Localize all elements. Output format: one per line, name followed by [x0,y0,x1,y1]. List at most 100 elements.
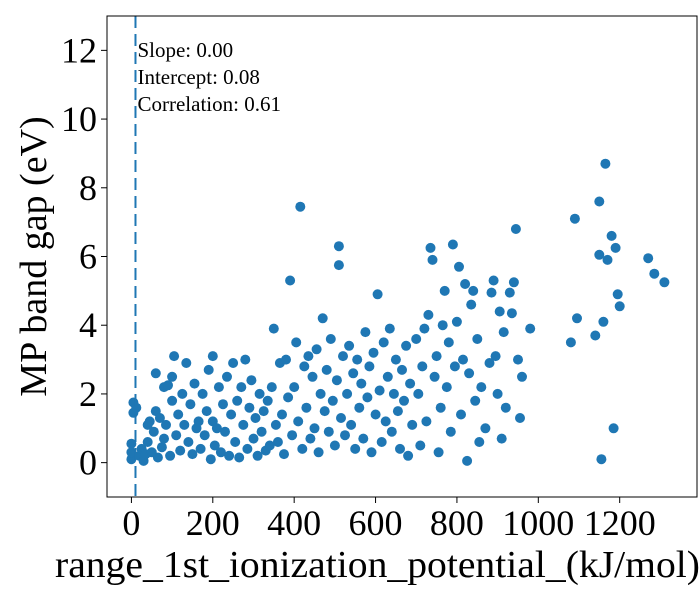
x-axis: 0 200 400 600 800 1000 1200 [122,497,656,543]
data-point [238,419,249,430]
y-tick-label: 12 [61,30,97,70]
data-point [612,289,623,300]
data-point [346,419,357,430]
data-point [177,388,188,399]
data-point [348,368,359,379]
data-point [606,230,617,241]
data-point [447,239,458,250]
data-point [431,351,442,362]
data-point [454,261,464,272]
data-point [173,409,184,420]
data-point [171,430,182,441]
x-axis-label: range_1st_ionization_potential_(kJ/mol) [55,544,700,586]
data-point [333,241,344,252]
data-point [354,402,365,413]
data-point [445,426,456,437]
data-point [435,402,446,413]
data-point [313,447,324,458]
data-point [254,388,265,399]
data-point [195,443,206,454]
data-point [508,277,519,288]
data-point [295,201,306,212]
data-point [264,440,275,451]
data-point [525,323,536,334]
data-point [242,443,253,454]
data-point [372,289,383,300]
data-point [224,450,235,461]
data-point [492,388,503,399]
data-point [197,388,208,399]
data-point [370,409,381,420]
data-point [256,426,267,437]
y-tick-label: 4 [79,305,97,345]
annotation-intercept: Intercept: 0.08 [137,65,259,89]
data-point [386,426,397,437]
data-point [340,430,350,441]
annotation-slope: Slope: 0.00 [137,38,233,62]
data-point [297,443,308,454]
data-point [429,371,440,382]
data-point [209,440,220,451]
data-point [279,449,289,460]
data-point [303,351,314,362]
data-point [152,452,163,463]
data-point [456,409,466,420]
data-point [246,375,257,386]
data-point [220,426,230,437]
data-point [163,380,173,391]
data-point [378,337,389,348]
data-point [510,224,521,234]
data-point [305,433,316,444]
data-point [411,334,422,344]
data-point [399,395,409,406]
x-tick-label: 800 [430,503,484,543]
data-point [144,416,155,427]
y-tick-label: 8 [79,168,97,208]
data-point [443,337,454,348]
data-point [451,316,462,327]
data-point [572,313,582,324]
data-point [494,306,505,317]
data-point [342,388,353,399]
x-tick-label: 0 [122,503,140,543]
data-point [321,364,332,375]
data-point [419,323,430,334]
data-point [234,452,245,463]
y-axis-label: MP band gap (eV) [13,116,55,396]
data-point [458,354,468,365]
data-point [307,371,318,382]
data-point [480,423,491,434]
data-point [338,351,348,362]
data-point [468,285,479,296]
data-point [441,382,452,393]
data-point [301,402,312,413]
data-point [199,430,210,441]
data-point [250,413,261,423]
data-point [374,385,385,396]
data-point [287,430,298,441]
data-point [437,320,448,331]
data-point [382,371,393,382]
y-tick-label: 10 [61,99,97,139]
data-point [222,371,232,382]
data-point [496,433,507,444]
data-point [413,388,424,399]
data-point [366,447,377,458]
data-point [388,388,399,399]
data-point [594,196,605,207]
data-point [317,313,328,324]
data-point [131,402,142,413]
data-point [423,309,434,320]
data-point [258,406,269,417]
data-point [439,285,450,296]
data-point [252,450,263,461]
data-point [215,447,226,458]
data-point [498,327,509,338]
data-point [156,442,167,453]
data-point [364,361,375,372]
data-point [185,399,196,410]
data-point [649,268,660,279]
data-point [417,361,428,372]
data-point [488,275,499,286]
